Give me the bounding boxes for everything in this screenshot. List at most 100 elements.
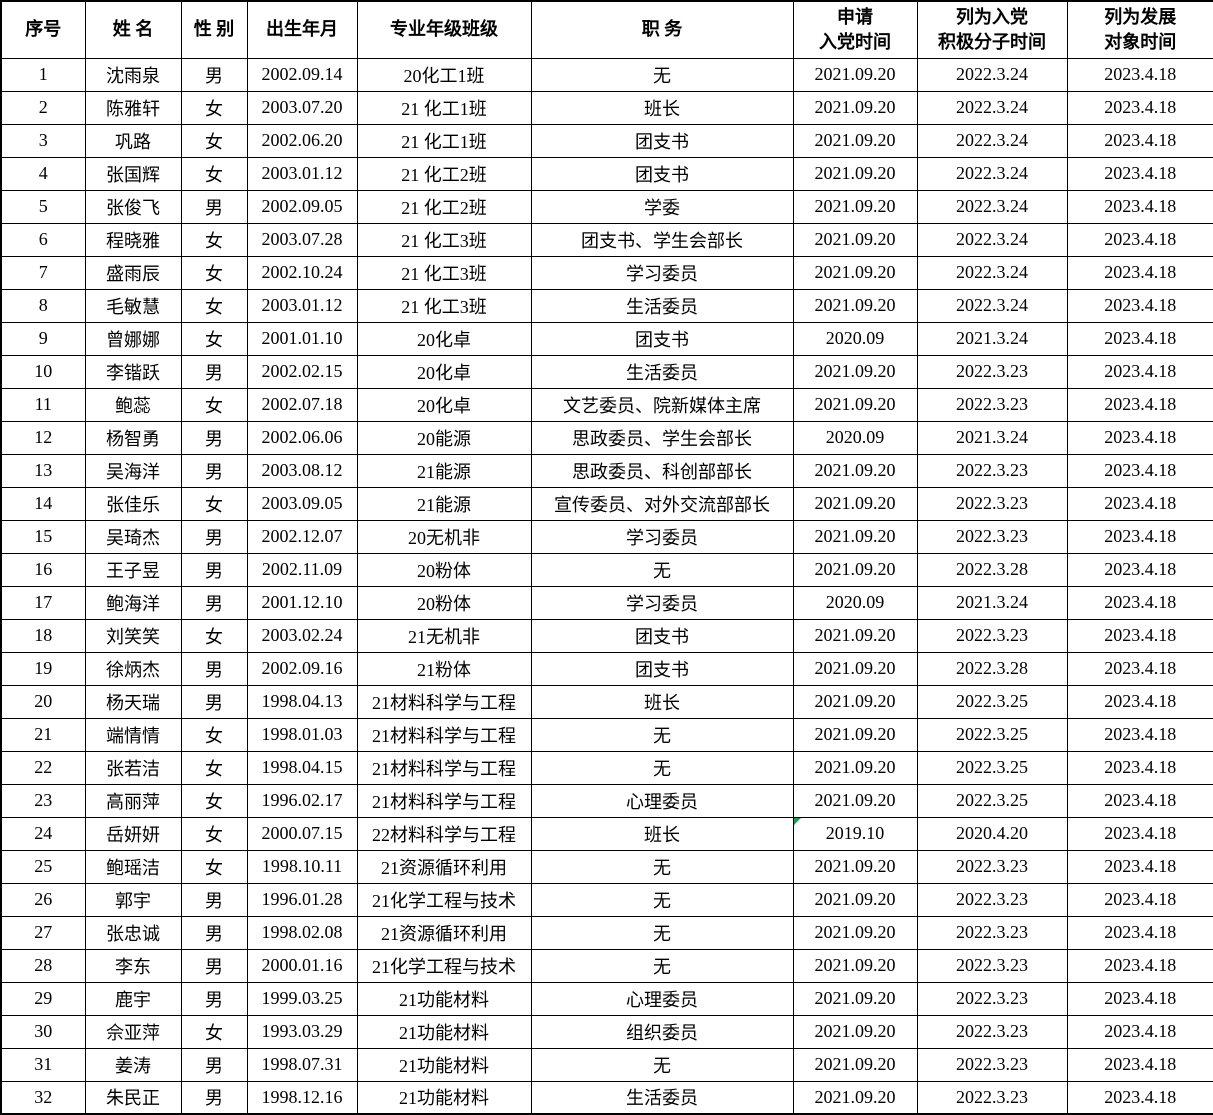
cell-index: 8 (0, 288, 86, 323)
cell-gender: 男 (180, 1047, 248, 1082)
cell-activist_date: 2022.3.23 (916, 1014, 1068, 1049)
cell-gender: 女 (180, 90, 248, 125)
column-header-index: 序号 (0, 0, 86, 59)
cell-birth_date: 2003.01.12 (246, 156, 358, 191)
cell-name: 佘亚萍 (84, 1014, 182, 1049)
cell-apply_date: 2021.09.20 (792, 684, 918, 719)
cell-name: 端情情 (84, 717, 182, 752)
cell-gender: 女 (180, 849, 248, 884)
cell-activist_date: 2021.3.24 (916, 420, 1068, 455)
table-row: 6 程晓雅女 2003.07.28 21 化工3班 团支书、学生会部长 2021.09.2… (0, 222, 1213, 257)
cell-class: 21功能材料 (356, 1080, 532, 1115)
cell-name: 鲍海洋 (84, 585, 182, 620)
cell-index: 24 (0, 816, 86, 851)
cell-class: 21材料科学与工程 (356, 750, 532, 785)
cell-apply_date: 2020.09 (792, 585, 918, 620)
table-body: 1 沈雨泉男 2002.09.14 20化工1班无 2021.09.20 2022.3.2… (0, 57, 1213, 1115)
cell-index: 20 (0, 684, 86, 719)
cell-class: 21 化工2班 (356, 156, 532, 191)
cell-apply_date: 2021.09.20 (792, 519, 918, 554)
cell-gender: 男 (180, 354, 248, 389)
cell-name: 高丽萍 (84, 783, 182, 818)
cell-class: 21 化工3班 (356, 288, 532, 323)
cell-position: 宣传委员、对外交流部部长 (530, 486, 794, 521)
table-row: 22 张若洁女 1998.04.15 21材料科学与工程无 2021.09.20 2022… (0, 750, 1213, 785)
cell-apply_date: 2021.09.20 (792, 750, 918, 785)
cell-index: 30 (0, 1014, 86, 1049)
cell-name: 曾娜娜 (84, 321, 182, 356)
cell-gender: 男 (180, 519, 248, 554)
cell-birth_date: 2003.02.24 (246, 618, 358, 653)
cell-position: 文艺委员、院新媒体主席 (530, 387, 794, 422)
cell-birth_date: 2002.11.09 (246, 552, 358, 587)
cell-class: 21化学工程与技术 (356, 948, 532, 983)
cell-position: 思政委员、学生会部长 (530, 420, 794, 455)
cell-index: 15 (0, 519, 86, 554)
cell-gender: 男 (180, 882, 248, 917)
cell-birth_date: 2002.09.16 (246, 651, 358, 686)
cell-position: 学习委员 (530, 585, 794, 620)
cell-gender: 女 (180, 387, 248, 422)
cell-position: 团支书 (530, 156, 794, 191)
cell-development_date: 2023.4.18 (1066, 816, 1213, 851)
table-row: 24 岳妍妍女 2000.07.15 22材料科学与工程 班长 2019.10 2020.4… (0, 816, 1213, 851)
cell-development_date: 2023.4.18 (1066, 585, 1213, 620)
table-row: 13 吴海洋男 2003.08.12 21能源 思政委员、科创部部长 2021.09.20… (0, 453, 1213, 488)
cell-gender: 女 (180, 288, 248, 323)
cell-gender: 女 (180, 255, 248, 290)
cell-birth_date: 2002.09.14 (246, 57, 358, 92)
column-header-position: 职 务 (530, 0, 794, 59)
cell-gender: 男 (180, 651, 248, 686)
table-row: 19 徐炳杰男 2002.09.16 21粉体 团支书 2021.09.20 2022.3.… (0, 651, 1213, 686)
cell-gender: 男 (180, 189, 248, 224)
cell-index: 1 (0, 57, 86, 92)
cell-gender: 男 (180, 420, 248, 455)
cell-development_date: 2023.4.18 (1066, 156, 1213, 191)
cell-apply_date: 2020.09 (792, 321, 918, 356)
cell-activist_date: 2022.3.23 (916, 981, 1068, 1016)
cell-development_date: 2023.4.18 (1066, 189, 1213, 224)
cell-activist_date: 2022.3.23 (916, 948, 1068, 983)
cell-position: 学习委员 (530, 519, 794, 554)
cell-index: 31 (0, 1047, 86, 1082)
cell-development_date: 2023.4.18 (1066, 519, 1213, 554)
cell-gender: 男 (180, 453, 248, 488)
cell-birth_date: 1998.04.15 (246, 750, 358, 785)
cell-apply_date: 2021.09.20 (792, 57, 918, 92)
cell-index: 9 (0, 321, 86, 356)
cell-gender: 女 (180, 486, 248, 521)
cell-birth_date: 1998.01.03 (246, 717, 358, 752)
cell-birth_date: 2000.07.15 (246, 816, 358, 851)
cell-activist_date: 2022.3.24 (916, 123, 1068, 158)
cell-activist_date: 2022.3.24 (916, 189, 1068, 224)
cell-apply_date: 2021.09.20 (792, 882, 918, 917)
column-header-gender: 性 别 (180, 0, 248, 59)
cell-class: 22材料科学与工程 (356, 816, 532, 851)
cell-birth_date: 2000.01.16 (246, 948, 358, 983)
cell-position: 生活委员 (530, 288, 794, 323)
table-row: 7 盛雨辰女 2002.10.24 21 化工3班 学习委员 2021.09.20 2022… (0, 255, 1213, 290)
cell-index: 3 (0, 123, 86, 158)
table-row: 31 姜涛男 1998.07.31 21功能材料无 2021.09.20 2022.3.2… (0, 1047, 1213, 1082)
table-row: 23 高丽萍女 1996.02.17 21材料科学与工程 心理委员 2021.09.20 2… (0, 783, 1213, 818)
cell-gender: 女 (180, 816, 248, 851)
table-row: 17 鲍海洋男 2001.12.10 20粉体 学习委员 2020.09 2021.3.24… (0, 585, 1213, 620)
cell-position: 无 (530, 915, 794, 950)
cell-position: 组织委员 (530, 1014, 794, 1049)
table-row: 18 刘笑笑女 2003.02.24 21无机非 团支书 2021.09.20 2022.3… (0, 618, 1213, 653)
cell-position: 团支书 (530, 651, 794, 686)
cell-name: 杨天瑞 (84, 684, 182, 719)
cell-class: 20化工1班 (356, 57, 532, 92)
cell-birth_date: 2002.07.18 (246, 387, 358, 422)
cell-index: 6 (0, 222, 86, 257)
cell-position: 团支书 (530, 618, 794, 653)
cell-position: 团支书、学生会部长 (530, 222, 794, 257)
cell-index: 23 (0, 783, 86, 818)
table-row: 28 李东男 2000.01.16 21化学工程与技术无 2021.09.20 2022.… (0, 948, 1213, 983)
table-row: 8 毛敏慧女 2003.01.12 21 化工3班 生活委员 2021.09.20 2022… (0, 288, 1213, 323)
cell-apply_date: 2021.09.20 (792, 255, 918, 290)
cell-apply_date: 2021.09.20 (792, 90, 918, 125)
cell-development_date: 2023.4.18 (1066, 552, 1213, 587)
cell-position: 生活委员 (530, 1080, 794, 1115)
cell-apply_date: 2021.09.20 (792, 288, 918, 323)
